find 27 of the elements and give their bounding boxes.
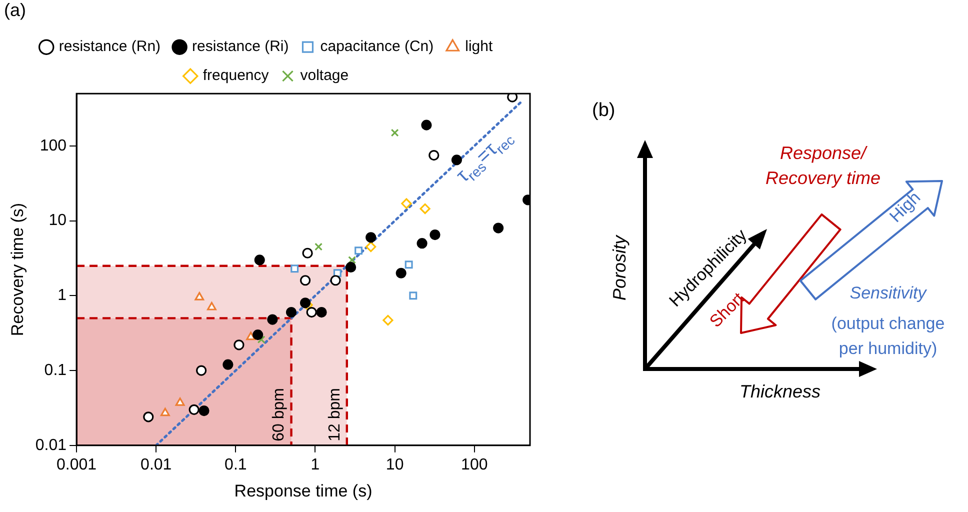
legend-label: voltage [300,67,349,84]
x-tick-label: 10 [386,456,404,474]
legend-label: capacitance (Cn) [320,38,434,56]
x-tick-label: 0.001 [56,456,97,474]
annotation: τres=τrec [452,132,518,187]
legend-label: resistance (Rn) [58,38,161,56]
legend-label: resistance (Ri) [192,38,289,56]
band-label: 60 bpm [270,388,288,442]
y-tick-label: 0.01 [35,436,67,454]
x-tick-label: 0.01 [140,456,172,474]
x-axis-title: Response time (s) [234,481,372,500]
x-tick-label: 100 [461,456,488,474]
text: (b) [592,100,616,122]
chart-title: (a) [4,0,26,20]
text: Porosity [608,235,630,301]
y-axis-title: Recovery time (s) [8,202,27,336]
text: Thickness [739,380,821,404]
y-tick-label: 0.1 [44,362,67,379]
x-tick-label: 0.1 [224,456,247,474]
y-tick-label: 10 [48,212,67,230]
x-tick-label: 1 [310,456,320,474]
y-tick-label: 100 [40,137,67,154]
y-tick-label: 1 [58,287,67,304]
band-label: 12 bpm [326,388,344,442]
legend-label: light [465,38,494,56]
legend-label: frequency [202,67,270,84]
text: High [884,186,926,228]
